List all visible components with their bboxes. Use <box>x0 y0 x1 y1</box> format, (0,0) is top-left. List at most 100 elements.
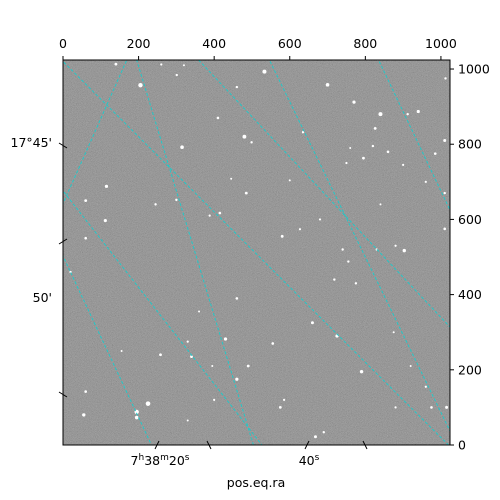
star <box>182 64 185 67</box>
star <box>218 211 222 215</box>
star <box>134 415 139 420</box>
star <box>160 63 163 66</box>
dec-grid-line <box>197 60 450 328</box>
star <box>373 127 377 130</box>
top-tick-label: 600 <box>278 36 302 51</box>
dec-axis: 17°45' 50' <box>11 135 68 398</box>
star <box>278 406 282 409</box>
dec-tick-mark <box>58 391 68 398</box>
star <box>349 146 352 149</box>
star <box>347 260 350 263</box>
star <box>325 83 330 87</box>
star <box>402 248 406 253</box>
star <box>424 180 427 183</box>
ra-tick-mark <box>362 440 368 450</box>
ra-tick-mark <box>154 440 160 450</box>
star <box>84 199 88 203</box>
star <box>230 177 233 180</box>
right-tick-label: 800 <box>458 137 482 152</box>
star <box>443 191 446 195</box>
star <box>262 69 267 74</box>
star <box>138 82 143 88</box>
star <box>394 406 397 409</box>
star <box>322 431 325 434</box>
ra-axis: 7h38m20s 40s pos.eq.ra <box>131 440 368 490</box>
star <box>180 145 184 150</box>
top-tick-label: 200 <box>127 36 151 51</box>
star <box>416 109 420 114</box>
top-tick-label: 0 <box>59 36 67 51</box>
top-pixel-axis: 0 200 400 600 800 1000 <box>59 36 457 60</box>
star <box>145 401 151 406</box>
dec-tick-mark <box>58 142 68 149</box>
star <box>362 156 365 160</box>
star <box>392 331 395 334</box>
star <box>223 337 228 341</box>
star <box>82 413 86 417</box>
top-tick-label: 800 <box>353 36 377 51</box>
star <box>341 248 344 251</box>
right-tick-label: 600 <box>458 212 482 227</box>
star <box>216 116 220 120</box>
star <box>246 364 250 368</box>
star <box>406 112 409 116</box>
star <box>444 77 447 80</box>
ra-grid-line <box>377 60 450 212</box>
star <box>378 112 383 117</box>
right-pixel-axis: 0 200 400 600 800 1000 <box>450 62 490 453</box>
star <box>271 342 275 345</box>
star <box>443 227 447 231</box>
dec-grid-line <box>63 190 263 445</box>
star <box>186 340 189 343</box>
star <box>211 365 214 368</box>
star <box>298 228 302 231</box>
right-tick-label: 0 <box>458 438 466 453</box>
star <box>379 203 382 206</box>
star <box>445 405 449 409</box>
star <box>190 355 193 359</box>
ra-grid-line <box>136 60 254 445</box>
star <box>235 377 239 381</box>
star <box>313 435 317 439</box>
star <box>352 100 356 104</box>
right-tick-label: 400 <box>458 287 482 302</box>
star <box>244 191 248 195</box>
star <box>424 385 427 388</box>
star <box>186 419 189 422</box>
star <box>430 406 433 409</box>
dec-grid-line <box>63 60 450 445</box>
star <box>235 85 239 89</box>
star <box>354 282 358 285</box>
star <box>402 163 405 166</box>
star <box>235 297 239 300</box>
ra-grid-line <box>63 254 153 445</box>
ra-tick-mark <box>304 440 310 450</box>
coordinate-grid <box>63 60 450 445</box>
star <box>443 138 447 142</box>
image-panel <box>63 60 450 445</box>
star <box>345 161 348 165</box>
star <box>120 350 123 353</box>
star <box>394 244 397 247</box>
star <box>198 310 201 313</box>
star <box>310 321 314 325</box>
image-noise <box>63 60 450 445</box>
star <box>282 398 286 401</box>
ra-tick-label: 40s <box>299 453 320 468</box>
star <box>213 398 216 401</box>
star <box>159 353 162 357</box>
star <box>318 218 322 221</box>
right-tick-label: 1000 <box>458 62 490 77</box>
star <box>84 236 87 240</box>
star <box>103 218 107 223</box>
star <box>386 150 390 154</box>
right-tick-label: 200 <box>458 362 482 377</box>
star <box>250 141 253 144</box>
star <box>208 214 211 217</box>
star <box>280 234 284 238</box>
top-tick-label: 1000 <box>425 36 457 51</box>
top-tick-label: 400 <box>202 36 226 51</box>
ra-grid-line <box>268 60 450 433</box>
dec-tick-mark <box>58 238 68 245</box>
